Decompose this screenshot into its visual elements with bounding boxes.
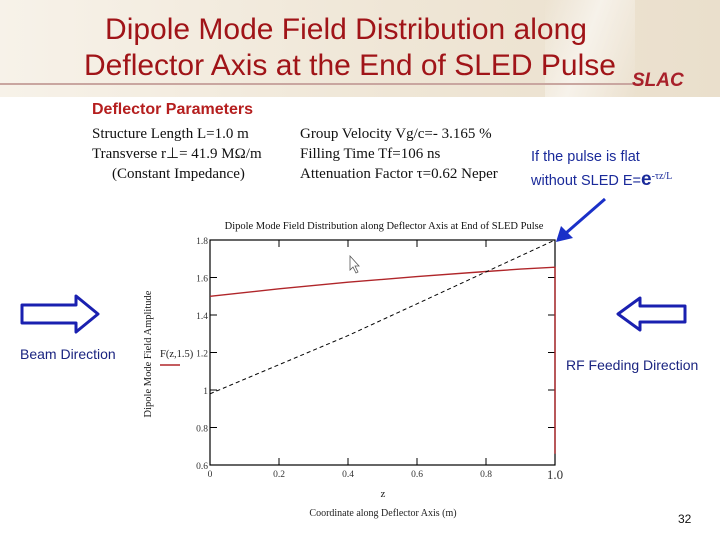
beam-direction-label: Beam Direction [20,346,116,362]
annotation-exponent: -τz/L [651,171,673,182]
y-tick-label: 1.6 [196,275,208,285]
slac-logo: SLAC [632,70,684,91]
parameters-heading: Deflector Parameters [92,101,253,118]
axis-ticks: 0 0.2 0.4 0.6 0.8 1.0 0.6 0.8 1 1.2 1.4 1.6 1.8 [196,237,563,482]
impedance-type: (Constant Impedance) [112,166,245,182]
y-tick-label: 1.8 [196,237,208,247]
slide-header [0,0,720,97]
transverse-impedance: Transverse r⊥= 41.9 MΩ/m [92,146,262,162]
x-tick-label: 0 [208,470,213,480]
parameters-right-column: Group Velocity Vg/c=- 3.165 % Filling Ti… [300,124,498,184]
group-velocity: Group Velocity Vg/c=- 3.165 % [300,126,492,142]
x-tick-label: 0.4 [342,470,354,480]
plot-frame [209,239,556,466]
right-arrow-icon [20,294,100,334]
left-arrow-icon [616,296,687,332]
y-tick-label: 1 [203,387,208,397]
x-tick-label: 0.2 [273,470,285,480]
annotation-prefix: without SLED E= [531,172,642,189]
rf-feeding-direction-label: RF Feeding Direction [566,357,699,373]
legend-label: F(z,1.5) [160,349,194,360]
series-line-sled [209,266,556,454]
x-tick-label: 0.6 [411,470,423,480]
flat-pulse-annotation: If the pulse is flat without SLED E=e-τz… [531,147,672,191]
annotation-pointer-arrow-icon [556,197,606,242]
series-line-flat-pulse [209,239,556,395]
annotation-line2: without SLED E=e-τz/L [531,167,672,191]
structure-length: Structure Length L=1.0 m [92,126,249,142]
annotation-e: e [641,168,652,190]
header-decoration [545,0,635,97]
annotation-line1: If the pulse is flat [531,149,640,165]
data-series [209,239,556,454]
slide-title-line2: Deflector Axis at the End of SLED Pulse [84,49,616,82]
x-variable-label: z [381,488,386,500]
y-tick-label: 1.2 [196,350,208,360]
mouse-cursor-icon [349,254,360,274]
parameters-left-column: Structure Length L=1.0 m Transverse r⊥= … [92,124,262,184]
chart-title: Dipole Mode Field Distribution along Def… [225,221,544,232]
y-tick-label: 0.8 [196,425,208,435]
page-number: 32 [678,512,692,526]
x-axis-label: Coordinate along Deflector Axis (m) [309,508,456,519]
x-tick-label: 0.8 [480,470,492,480]
filling-time: Filling Time Tf=106 ns [300,146,441,162]
slide-title-line1: Dipole Mode Field Distribution along [105,13,587,46]
y-axis-label: Dipole Mode Field Amplitude [143,290,154,417]
y-tick-label: 0.6 [196,462,208,472]
header-divider [0,83,640,85]
attenuation-factor: Attenuation Factor τ=0.62 Neper [300,166,498,182]
x-tick-label: 1.0 [547,467,563,482]
y-tick-label: 1.4 [196,312,208,322]
